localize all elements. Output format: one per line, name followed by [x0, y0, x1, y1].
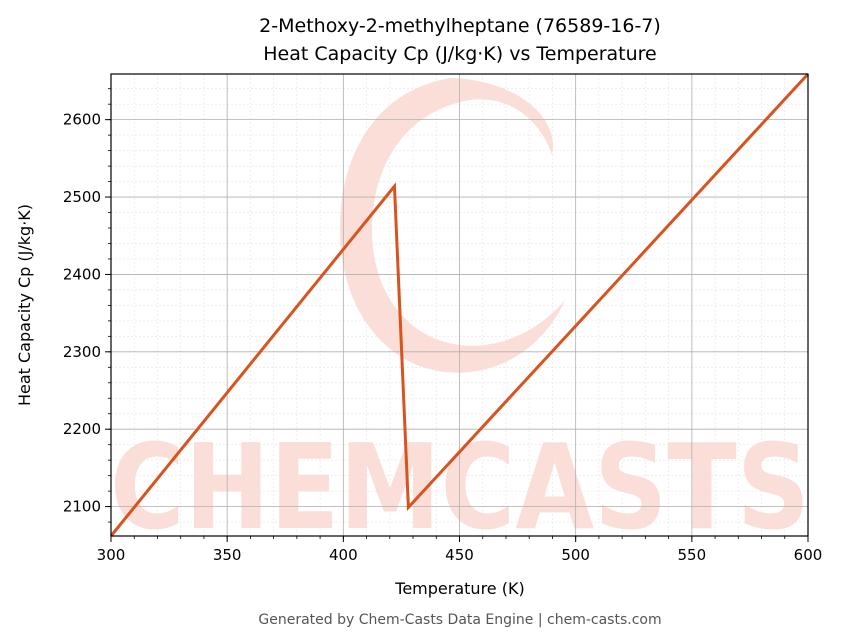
watermark-text: CHEMCASTS	[110, 418, 810, 556]
footer-credit: Generated by Chem-Casts Data Engine | ch…	[258, 612, 661, 628]
y-tick-label: 2400	[63, 265, 101, 283]
y-tick-label: 2100	[63, 498, 101, 516]
x-tick-label: 500	[561, 546, 590, 564]
chart-title-line1: 2-Methoxy-2-methylheptane (76589-16-7)	[259, 15, 661, 37]
x-tick-label: 350	[213, 546, 242, 564]
x-tick-label: 550	[678, 546, 707, 564]
series-line-heat-capacity	[109, 72, 810, 537]
watermark-logo-swirl	[339, 78, 565, 373]
x-tick-label: 450	[445, 546, 474, 564]
y-tick-label: 2200	[63, 420, 101, 438]
axis-tick-labels: 300 350 400 450 500 550 600 2100 2200 2300 2400 250…	[63, 111, 823, 564]
y-axis-label: Heat Capacity Cp (J/kg·K)	[15, 204, 34, 406]
x-tick-label: 300	[97, 546, 126, 564]
x-tick-label: 400	[329, 546, 358, 564]
y-tick-label: 2600	[63, 111, 101, 129]
y-tick-label: 2500	[63, 188, 101, 206]
x-tick-label: 600	[794, 546, 823, 564]
watermark: CHEMCASTS	[110, 78, 810, 556]
x-axis-label: Temperature (K)	[394, 579, 524, 598]
axis-ticks	[105, 88, 809, 542]
y-tick-label: 2300	[63, 343, 101, 361]
chart-title-line2: Heat Capacity Cp (J/kg·K) vs Temperature	[263, 43, 657, 65]
